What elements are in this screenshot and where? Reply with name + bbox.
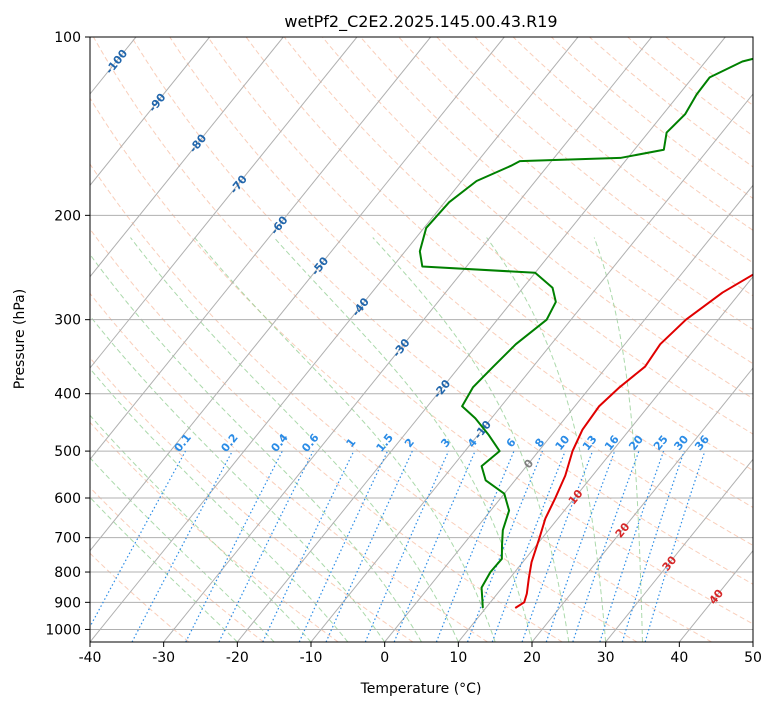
x-tick-label: -40 [79, 650, 102, 666]
chart-title: wetPf2_C2E2.2025.145.00.43.R19 [284, 12, 557, 32]
dry-adiabat [207, 37, 753, 509]
isotherm-gridline [384, 184, 753, 642]
moist-adiabat [90, 367, 349, 642]
dry-adiabat [322, 37, 753, 400]
axis-layer: -40 -30 -20 -10 0 10 20 30 40 50 100 200 300 400 500 60… [45, 30, 762, 666]
isotherm-gridline [531, 367, 753, 642]
y-tick-label: 100 [54, 30, 81, 46]
y-axis-label: Pressure (hPa) [12, 289, 28, 389]
mixing-ratio-line [435, 450, 515, 642]
y-tick-label: 1000 [45, 622, 81, 638]
y-tick-label: 200 [54, 208, 81, 224]
moist-adiabat [593, 237, 643, 642]
mixing-ratio-line [364, 450, 450, 642]
y-tick-label: 800 [54, 565, 81, 581]
plot-frame [89, 36, 754, 643]
mixing-ratio-line [644, 450, 706, 642]
isotherm-gridline [605, 458, 753, 642]
moist-adiabat [273, 237, 533, 642]
isotherm-gridline [310, 93, 753, 642]
moist-adiabat [194, 237, 496, 642]
moist-adiabat [486, 237, 607, 642]
y-tick-label: 900 [54, 595, 81, 611]
y-tick-label: 700 [54, 531, 81, 547]
dry-adiabat [90, 421, 339, 642]
dry-adiabat [131, 37, 753, 585]
dry-adiabat [436, 37, 753, 297]
dry-adiabat [589, 37, 753, 168]
isotherm-gridline [457, 275, 753, 642]
grid-layer [90, 37, 753, 642]
dry-adiabat [90, 163, 638, 642]
isotherm-gridline [90, 37, 358, 369]
y-tick-label: 300 [54, 313, 81, 329]
dry-adiabat [360, 37, 753, 365]
dry-adiabat [90, 97, 712, 642]
x-tick-label: -10 [300, 650, 323, 666]
moist-adiabat [90, 414, 312, 642]
profile-lines [418, 57, 753, 609]
mixing-ratio-line [325, 450, 413, 642]
dry-adiabat [90, 486, 264, 642]
mixing-ratio-line [131, 450, 233, 642]
isotherm-gridline [90, 37, 505, 552]
x-tick-label: -20 [226, 650, 249, 666]
dry-adiabat [93, 37, 753, 625]
mixing-ratio-line [545, 450, 616, 642]
x-tick-label: 30 [597, 650, 615, 666]
mixing-ratio-line [521, 450, 594, 642]
y-tick-label: 400 [54, 387, 81, 403]
x-tick-label: 50 [744, 650, 762, 666]
mixing-ratio-line [572, 450, 640, 642]
mixing-ratio-line [621, 450, 685, 642]
mixing-ratio-line [466, 450, 544, 642]
mixing-ratio-line [599, 450, 665, 642]
x-tick-label: 20 [523, 650, 541, 666]
isotherm-gridline [90, 37, 432, 461]
isotherm-gridline [90, 37, 211, 187]
plot-area [90, 37, 753, 642]
isotherm-gridline [90, 37, 284, 278]
isotherm-gridline [163, 37, 653, 642]
x-tick-label: 0 [380, 650, 389, 666]
moist-adiabat [90, 457, 275, 642]
mixing-ratio-line [90, 450, 187, 628]
moist-adiabat [372, 237, 570, 642]
moist-adiabat [90, 315, 386, 642]
moist-adiabat [90, 253, 422, 642]
moist-adiabat [90, 496, 238, 642]
mixing-ratio-line [218, 450, 314, 642]
x-tick-label: 10 [449, 650, 467, 666]
mixing-ratio-line [185, 450, 283, 642]
dewpoint-line [418, 57, 753, 609]
y-tick-label: 600 [54, 491, 81, 507]
dry-adiabat [512, 37, 753, 231]
dry-adiabat [90, 357, 414, 642]
y-tick-label: 500 [54, 444, 81, 460]
temperature-line [514, 273, 753, 609]
mixing-ratio-line [393, 450, 476, 642]
isotherm-gridline [90, 37, 579, 642]
mixing-ratio-line [491, 450, 566, 642]
x-tick-label: -30 [152, 650, 175, 666]
x-tick-label: 40 [670, 650, 688, 666]
x-axis-label: Temperature (°C) [360, 681, 482, 697]
isotherm-gridline [236, 37, 726, 642]
